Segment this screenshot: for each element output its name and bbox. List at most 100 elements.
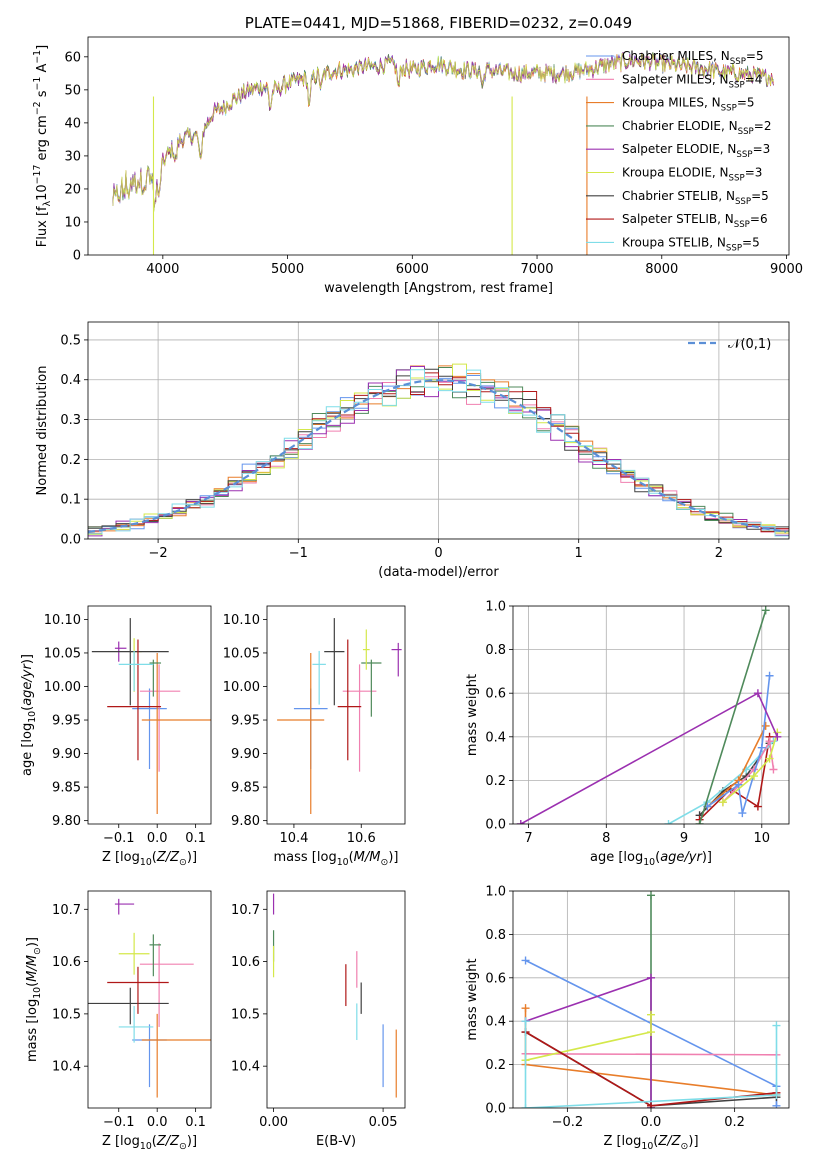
weight-line [698, 610, 767, 824]
weight-marker [516, 820, 525, 824]
y-tick-label: 10.6 [52, 955, 81, 970]
legend: Chabrier MILES, NSSP=5 Salpeter MILES, NS… [586, 49, 771, 253]
x-tick-label: 0.2 [724, 1115, 745, 1130]
errorbar-point [88, 987, 169, 1025]
weight-marker [521, 1017, 530, 1026]
y-tick-label: 10.10 [44, 613, 81, 628]
y-tick-label: 10.7 [52, 903, 81, 918]
weight-marker [765, 754, 774, 763]
errorbar-point [277, 652, 325, 814]
x-tick-label: 1 [575, 546, 583, 561]
weight-marker [769, 765, 778, 774]
y-tick-label: 9.80 [231, 814, 260, 829]
y-tick-label: 1.0 [485, 600, 506, 615]
errorbar-point [324, 618, 345, 706]
axes-frame [87, 890, 212, 1109]
legend-entry: Chabrier ELODIE, NSSP=2 [622, 119, 771, 137]
legend-entry: Salpeter MILES, NSSP=4 [622, 72, 762, 90]
x-tick-label: 4000 [146, 262, 179, 277]
y-tick-label: 10.4 [52, 1060, 81, 1075]
weight-marker [695, 820, 704, 824]
panel-mass_vs_Z: −0.1 0.0 0.1 10.4 10.5 10.6 10.7 Z [log10(Z/Z⊙)… [25, 890, 212, 1152]
plot-area [277, 618, 402, 814]
y-tick-label: 50 [64, 83, 81, 98]
x-tick-label: 0.0 [147, 1115, 168, 1130]
weight-marker [772, 1021, 781, 1030]
normal-curve [88, 379, 787, 534]
x-tick-label: −0.1 [103, 1115, 135, 1130]
errorbar-point [362, 629, 370, 670]
panel-spectrum: 4000 5000 6000 7000 8000 9000 0 10 20 30 40 50 60 wav… [32, 14, 803, 296]
errorbar-point [139, 664, 181, 772]
y-tick-label: 60 [64, 50, 81, 65]
y-tick-label: 0.8 [485, 643, 506, 658]
x-tick-label: 0 [434, 546, 442, 561]
errorbar-point [118, 1006, 154, 1043]
y-axis-label: mass [log10(M/M⊙)] [25, 937, 43, 1062]
errorbar-point [132, 1024, 167, 1088]
x-tick-label: 0.00 [259, 1115, 288, 1130]
y-tick-label: 0.0 [485, 818, 506, 833]
weight-line [524, 1021, 778, 1108]
y-tick-label: 10.05 [44, 646, 81, 661]
y-tick-label: 10 [64, 215, 81, 230]
y-tick-label: 0.1 [60, 493, 81, 508]
y-tick-label: 10.00 [223, 680, 260, 695]
panel-age_vs_mass: 10.4 10.6 9.80 9.85 9.90 9.95 10.00 10.05 10.10 m… [223, 605, 406, 868]
y-tick-label: 0.0 [60, 533, 81, 548]
plot-area [91, 618, 211, 814]
x-tick-label: 0.05 [369, 1115, 398, 1130]
x-axis-label: Z [log10(Z/Z⊙)] [603, 1134, 698, 1152]
x-tick-label: 6000 [396, 262, 429, 277]
errorbar-point [107, 639, 162, 761]
x-tick-label: −1 [289, 546, 308, 561]
y-tick-label: 9.95 [52, 714, 81, 729]
y-tick-label: 0.4 [485, 1015, 506, 1030]
y-tick-label: 9.90 [52, 747, 81, 762]
weight-marker [718, 798, 727, 807]
y-tick-label: 0 [73, 249, 81, 264]
axes-frame [87, 605, 212, 825]
errorbar-point [118, 650, 154, 692]
weight-marker [753, 689, 762, 698]
errorbar-point [118, 932, 150, 975]
x-tick-label: −0.2 [552, 1115, 584, 1130]
y-tick-label: 9.95 [231, 714, 260, 729]
weight-marker [664, 820, 673, 824]
x-tick-label: 0.1 [185, 1115, 206, 1130]
legend-entry: Salpeter ELODIE, NSSP=3 [622, 142, 770, 160]
errorbar-point [337, 639, 362, 761]
x-tick-label: 10.6 [347, 831, 376, 846]
weight-marker [647, 1010, 655, 1019]
spectrum-line [112, 53, 774, 212]
weight-marker [738, 809, 747, 818]
y-tick-label: 1.0 [485, 885, 506, 900]
plot-area [513, 891, 789, 1108]
weight-marker [765, 671, 774, 680]
errorbar-point [114, 898, 135, 915]
y-axis-label: age [log10(age/yr)] [20, 654, 38, 776]
plot-area [88, 898, 211, 1098]
panel-age_vs_Z: −0.1 0.0 0.1 9.80 9.85 9.90 9.95 10.00 10.05 10.1… [20, 605, 212, 868]
plot-area [112, 52, 774, 255]
x-tick-label: 7000 [520, 262, 553, 277]
weight-marker [761, 721, 770, 730]
y-axis-label: mass weight [465, 674, 480, 756]
y-axis-label: Flux [fλ10−17 erg cm−2 s−1 A−1] [32, 45, 53, 247]
legend-entry: Chabrier MILES, NSSP=5 [622, 49, 764, 67]
y-tick-label: 0.5 [60, 333, 81, 348]
errorbar-point [141, 1013, 211, 1098]
errorbar-point [130, 638, 142, 692]
legend-entry: Kroupa MILES, NSSP=5 [622, 96, 755, 114]
y-tick-label: 10.00 [44, 680, 81, 695]
x-axis-label: (data-model)/error [378, 565, 499, 580]
y-tick-label: 10.10 [223, 613, 260, 628]
weight-marker [772, 1101, 781, 1108]
y-axis-label: mass weight [465, 958, 480, 1040]
weight-line [520, 692, 779, 824]
legend-entry: 𝒩(0,1) [728, 337, 771, 352]
axes-frame [87, 36, 790, 256]
weight-marker [765, 737, 774, 746]
legend-entry: Chabrier STELIB, NSSP=5 [622, 189, 769, 207]
y-tick-label: 0.8 [485, 928, 506, 943]
